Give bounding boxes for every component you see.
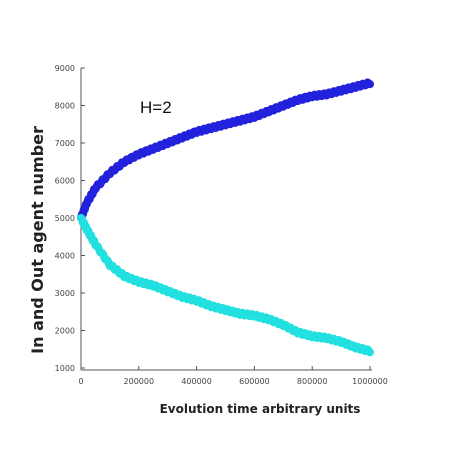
y-tick-label: 3000 — [55, 289, 75, 298]
series-line — [77, 214, 374, 357]
data-point — [193, 128, 200, 135]
data-point — [251, 312, 258, 319]
y-tick-label: 5000 — [55, 214, 75, 223]
x-tick-label: 800000 — [297, 377, 328, 386]
data-point — [367, 80, 373, 86]
data-point — [338, 338, 345, 345]
data-point — [323, 91, 330, 98]
x-tick-label: 600000 — [239, 377, 270, 386]
series-1 — [77, 78, 374, 222]
data-point — [222, 306, 229, 313]
data-point — [265, 316, 272, 323]
data-point — [208, 303, 215, 310]
data-point — [367, 348, 373, 355]
x-tick-label: 200000 — [124, 377, 155, 386]
data-point — [164, 288, 171, 295]
data-point — [92, 185, 99, 191]
data-point — [135, 278, 142, 285]
series-2 — [77, 214, 374, 357]
x-ticks: 0 200000 400000 600000 800000 1000000 — [78, 366, 388, 386]
data-point — [280, 321, 287, 328]
y-tick-label: 9000 — [55, 64, 75, 73]
data-point — [106, 170, 113, 176]
data-point — [309, 333, 316, 340]
y-tick-label: 6000 — [55, 177, 75, 186]
data-point — [236, 117, 243, 124]
x-axis-title: Evolution time arbitrary units — [160, 402, 361, 416]
data-point — [92, 241, 99, 248]
y-tick-label: 2000 — [55, 327, 75, 336]
data-point — [352, 344, 359, 351]
data-point — [121, 158, 128, 165]
data-point — [150, 282, 157, 289]
data-point — [251, 113, 258, 120]
x-tick-label: 1000000 — [352, 377, 388, 386]
series-line — [77, 78, 374, 222]
y-tick-label: 1000 — [55, 364, 75, 373]
data-point — [121, 273, 128, 280]
data-point — [294, 329, 301, 336]
data-point — [83, 200, 90, 206]
data-point — [179, 134, 186, 141]
y-axis-title: In and Out agent number — [28, 126, 47, 354]
data-point — [164, 140, 171, 146]
y-ticks: 1000 2000 3000 4000 5000 6000 7000 8000 9000 — [55, 64, 85, 373]
y-tick-label: 7000 — [55, 139, 75, 148]
data-point — [179, 293, 186, 300]
data-point — [236, 310, 243, 317]
data-point — [106, 261, 113, 268]
data-point — [193, 297, 200, 304]
data-point — [280, 102, 287, 109]
data-point — [208, 125, 215, 131]
data-point — [352, 83, 359, 90]
data-point — [135, 151, 142, 158]
y-tick-label: 4000 — [55, 252, 75, 261]
data-point — [323, 335, 330, 341]
series-layer — [77, 78, 374, 357]
x-tick-label: 0 — [78, 377, 83, 386]
data-point — [338, 87, 345, 94]
data-point — [294, 96, 301, 103]
axes-frame — [80, 68, 372, 371]
data-point — [309, 93, 316, 100]
data-point — [78, 215, 84, 221]
data-point — [83, 226, 90, 233]
data-point — [222, 121, 229, 128]
data-point — [265, 108, 272, 115]
x-tick-label: 400000 — [181, 377, 212, 386]
chart-annotation: H=2 — [140, 98, 172, 117]
data-point — [150, 145, 157, 152]
y-tick-label: 8000 — [55, 102, 75, 111]
